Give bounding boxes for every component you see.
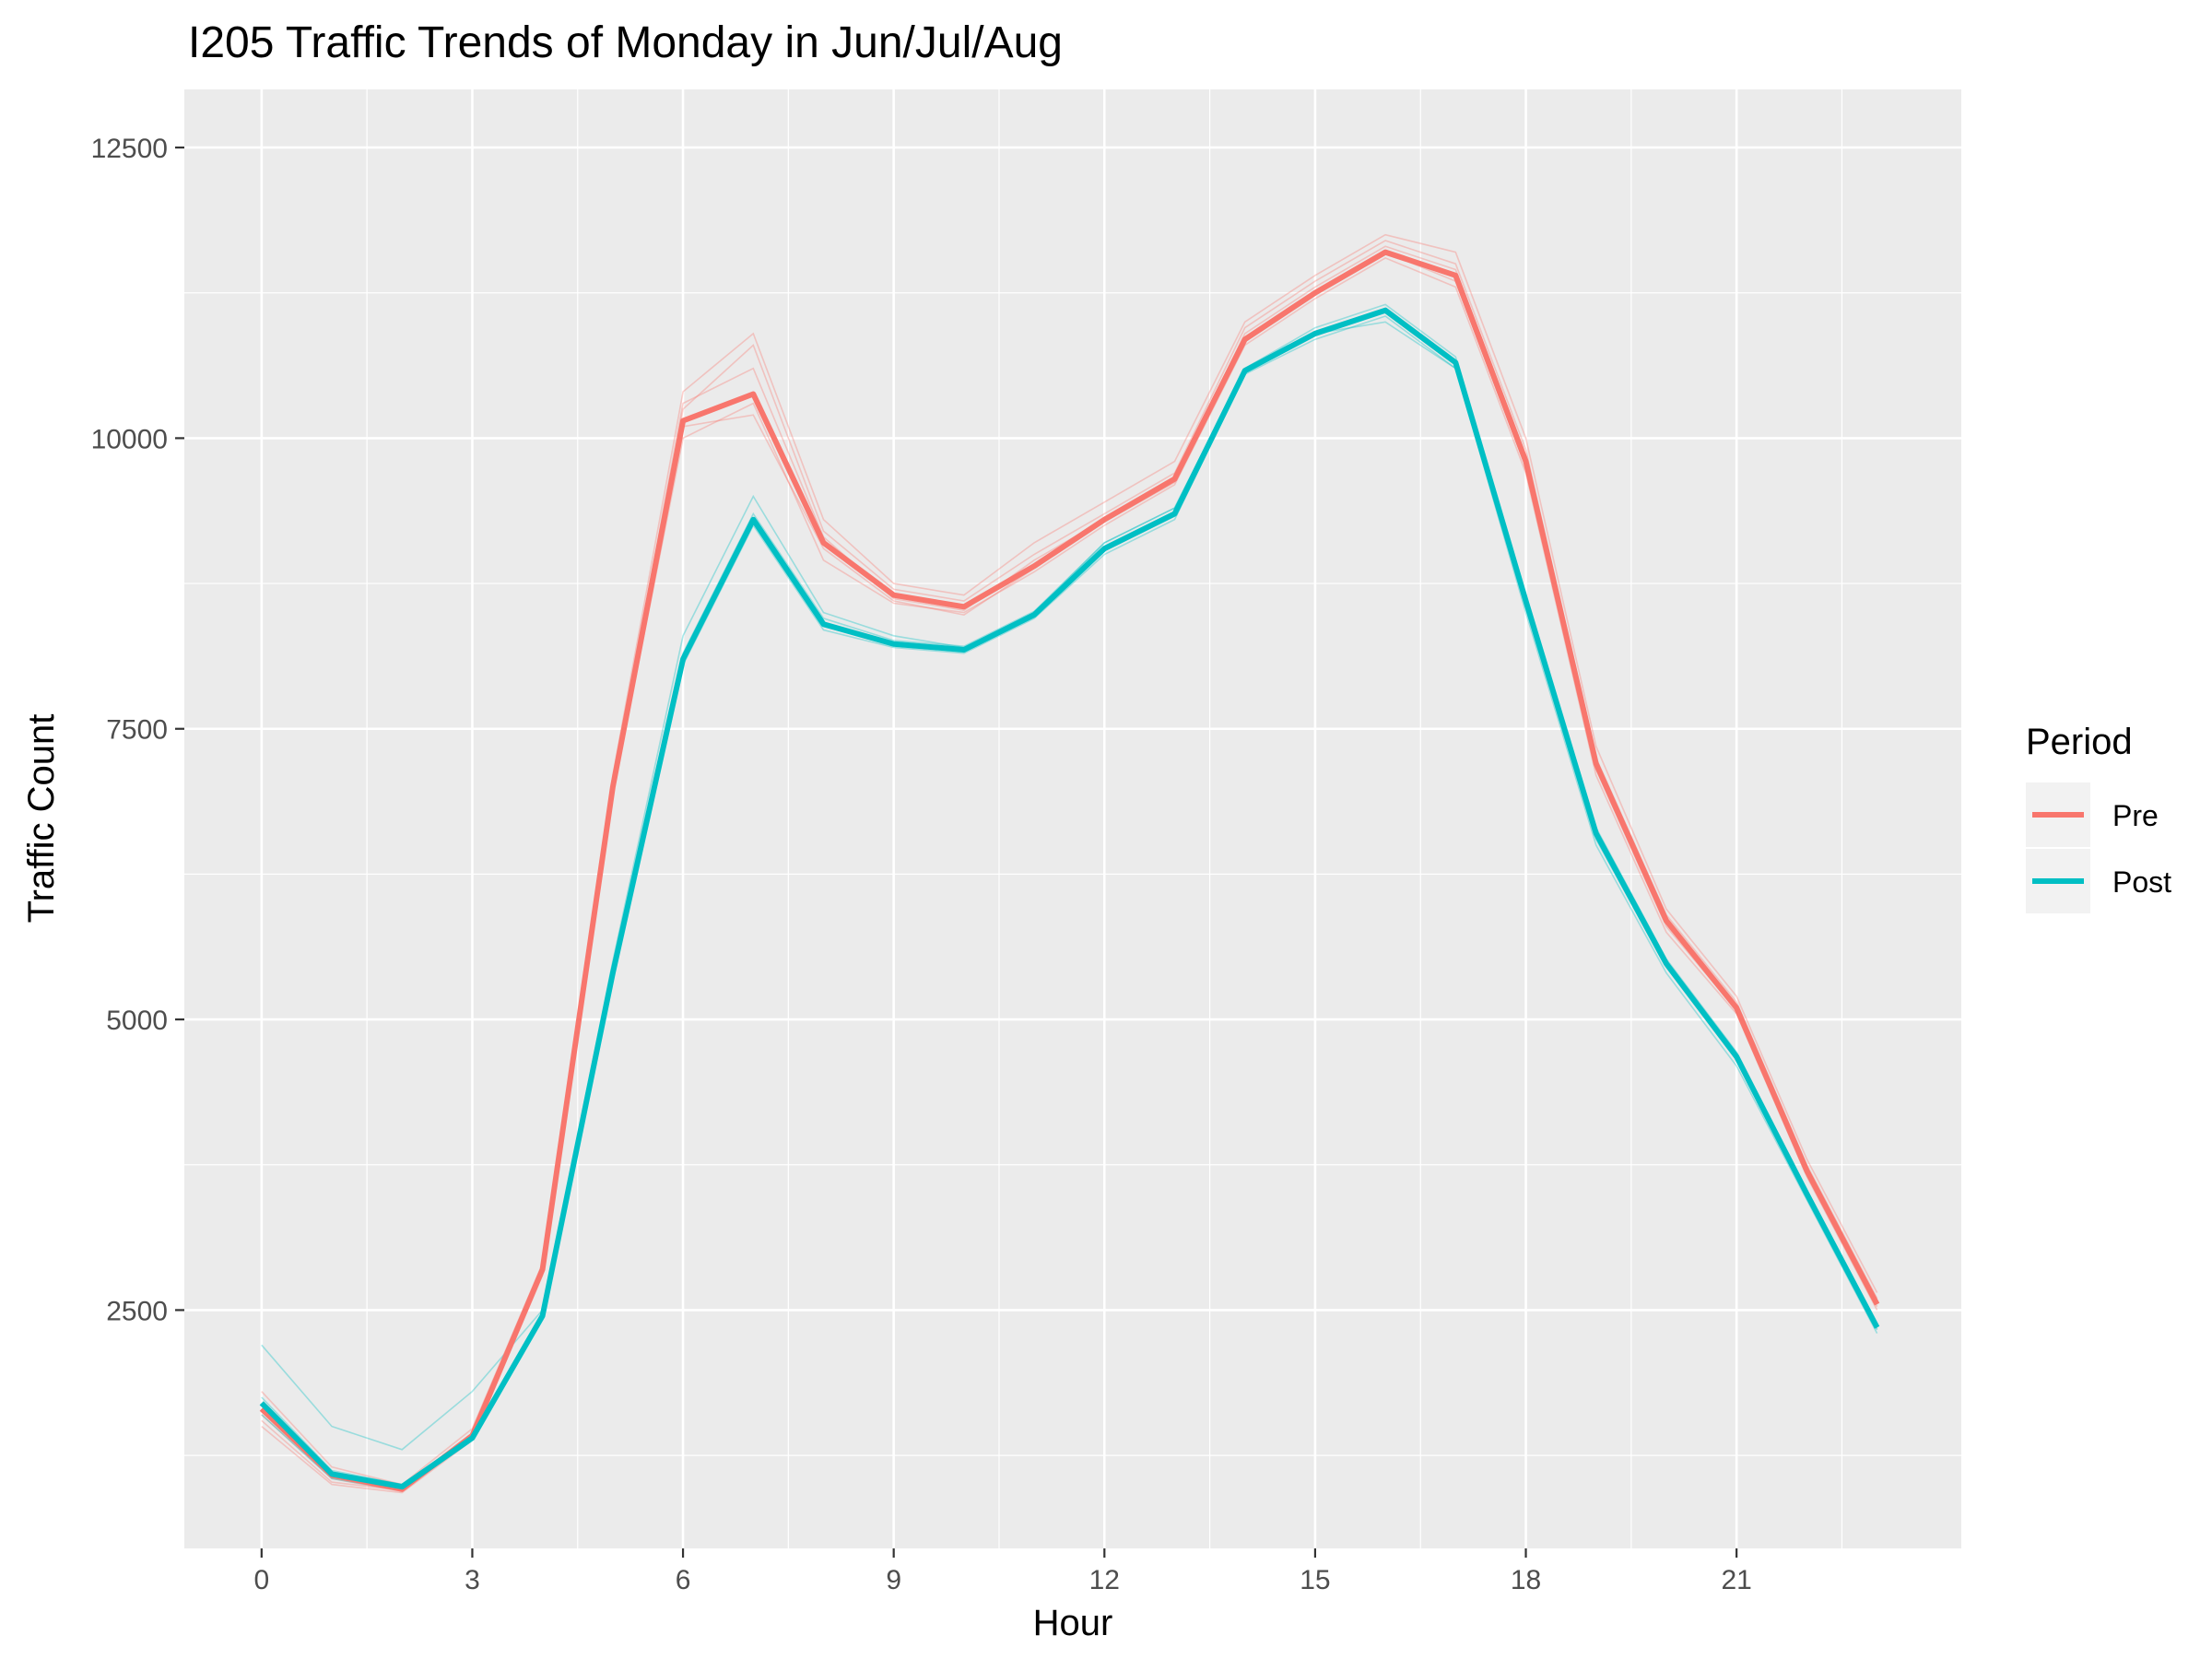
grid-minor	[184, 89, 1961, 1548]
legend-label-post: Post	[2112, 865, 2171, 899]
plot-panel	[184, 89, 1961, 1548]
x-tick-label: 6	[676, 1565, 691, 1595]
legend-title: Period	[2026, 722, 2133, 762]
x-axis-label: Hour	[1033, 1603, 1113, 1643]
chart-title: I205 Traffic Trends of Monday in Jun/Jul…	[188, 18, 1063, 67]
y-tick-label: 2500	[106, 1296, 168, 1326]
y-tick-label: 10000	[91, 424, 168, 454]
legend-label-pre: Pre	[2112, 799, 2159, 832]
x-tick-label: 0	[253, 1565, 269, 1595]
x-tick-label: 15	[1300, 1565, 1330, 1595]
x-tick-label: 21	[1721, 1565, 1751, 1595]
y-axis-label: Traffic Count	[21, 714, 62, 924]
y-tick-label: 5000	[106, 1006, 168, 1036]
series-lines	[259, 249, 1880, 1492]
y-tick-label: 12500	[91, 134, 168, 164]
x-tick-label: 9	[886, 1565, 901, 1595]
x-tick-label: 18	[1511, 1565, 1541, 1595]
x-tick-label: 3	[465, 1565, 480, 1595]
series-line-pre	[259, 249, 1880, 1492]
x-axis: 0 3 6 9 12 15 18 21	[253, 1548, 1752, 1595]
series-line-post	[259, 307, 1880, 1490]
legend: Period Pre Post	[2026, 722, 2171, 913]
y-tick-label: 7500	[106, 715, 168, 746]
y-axis: 2500 5000 7500 10000 12500	[91, 134, 184, 1326]
background-line-post	[261, 321, 1878, 1451]
x-tick-label: 12	[1089, 1565, 1120, 1595]
